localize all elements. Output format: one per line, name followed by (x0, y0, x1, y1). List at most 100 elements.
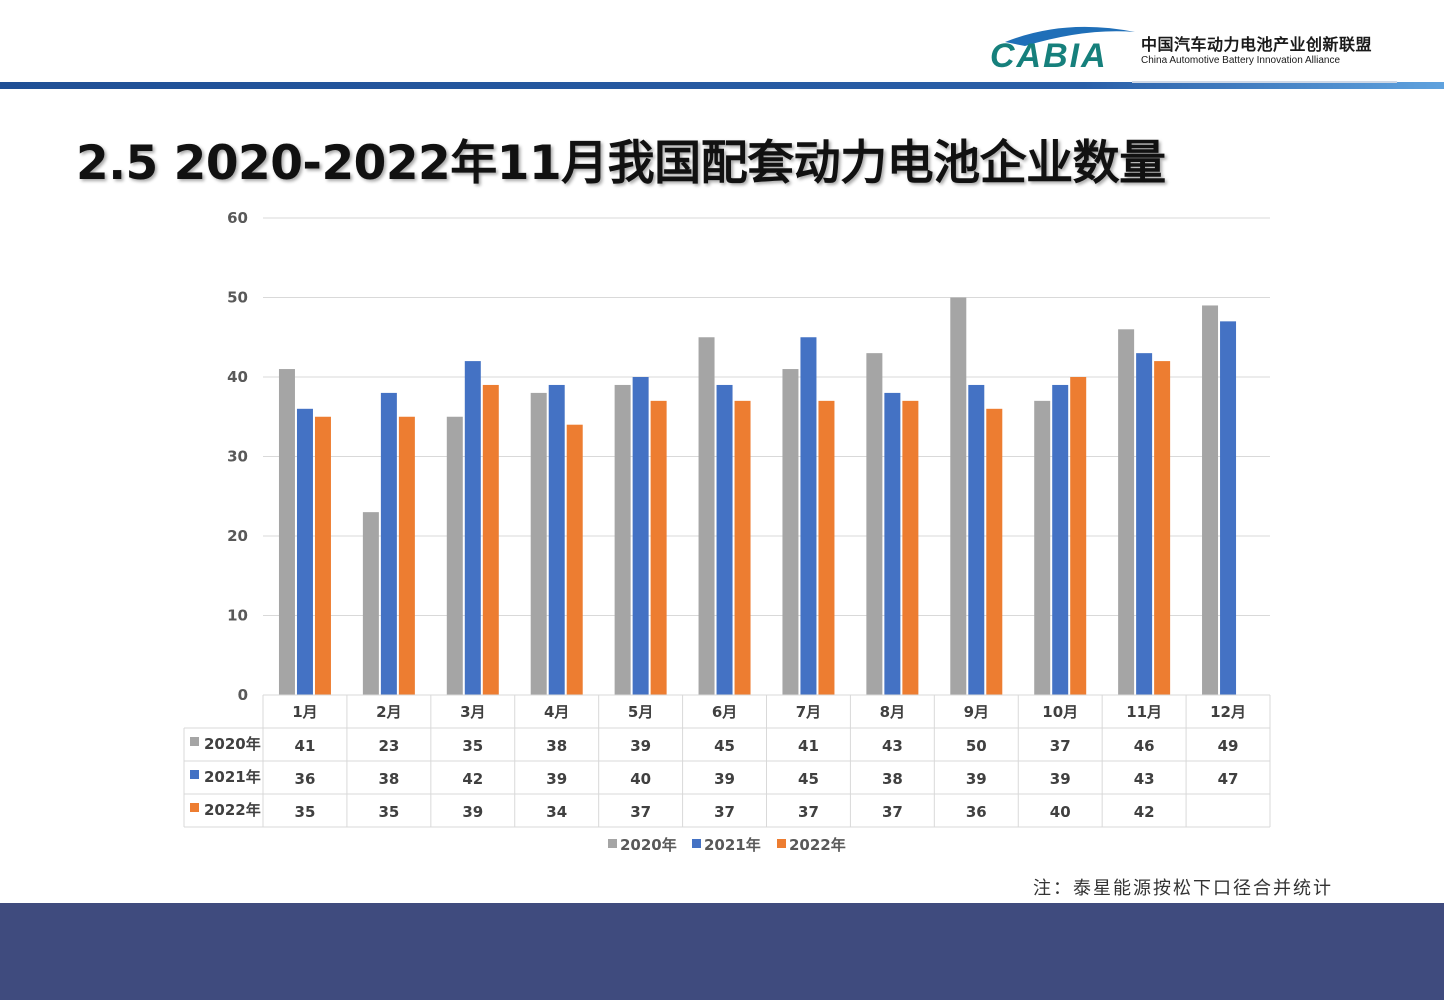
bar (986, 408, 1003, 695)
bar (314, 416, 331, 695)
bar (530, 392, 547, 695)
table-legend-key (190, 737, 199, 746)
bar (362, 512, 379, 695)
bar (902, 400, 919, 695)
bar (1220, 321, 1237, 695)
bar (1070, 377, 1087, 695)
table-series-name: 2021年 (204, 768, 261, 786)
footnote: 注：泰星能源按松下口径合并统计 (1033, 878, 1333, 899)
cabia-logo: CABIA (990, 26, 1135, 75)
table-cell-value: 50 (966, 737, 987, 755)
y-tick-label: 50 (227, 289, 248, 307)
table-series-name: 2020年 (204, 735, 261, 753)
table-cell-value: 39 (966, 770, 987, 788)
bar (632, 377, 649, 695)
legend-key (777, 839, 786, 848)
table-cell-value: 40 (1050, 803, 1071, 821)
table-cell-value: 47 (1218, 770, 1239, 788)
table-cell-value: 39 (1050, 770, 1071, 788)
legend-label: 2021年 (704, 836, 761, 854)
x-tick-label: 4月 (544, 703, 569, 721)
table-cell-value: 34 (546, 803, 567, 821)
y-tick-label: 20 (227, 527, 248, 545)
table-cell-value: 37 (798, 803, 819, 821)
logo-underline (1132, 81, 1397, 83)
table-cell-value: 39 (630, 737, 651, 755)
bar (566, 424, 583, 695)
legend-key (692, 839, 701, 848)
bar (650, 400, 667, 695)
bar (968, 384, 985, 695)
bar (866, 353, 883, 695)
table-cell-value: 43 (1134, 770, 1155, 788)
y-tick-label: 40 (227, 368, 248, 386)
table-series-name: 2022年 (204, 801, 261, 819)
table-cell-value: 38 (378, 770, 399, 788)
bar (950, 297, 967, 695)
bar (1202, 305, 1219, 695)
bar (1034, 400, 1051, 695)
x-tick-label: 9月 (964, 703, 989, 721)
logo-name-cn: 中国汽车动力电池产业创新联盟 (1141, 35, 1373, 54)
table-cell-value: 45 (714, 737, 735, 755)
table-legend-key (190, 770, 199, 779)
bar (884, 392, 901, 695)
table-cell-value: 49 (1218, 737, 1239, 755)
table-cell-value: 38 (882, 770, 903, 788)
bar (698, 337, 715, 695)
header-bar (0, 82, 1444, 89)
y-tick-label: 30 (227, 448, 248, 466)
page-title: 2.5 2020-2022年11月我国配套动力电池企业数量 (76, 136, 1166, 191)
bar (548, 384, 565, 695)
bar (614, 384, 631, 695)
legend-label: 2020年 (620, 836, 677, 854)
table-cell-value: 23 (378, 737, 399, 755)
table-cell-value: 35 (462, 737, 483, 755)
bar (398, 416, 415, 695)
table-cell-value: 37 (630, 803, 651, 821)
logo-swoosh (1005, 26, 1135, 46)
bar (1052, 384, 1069, 695)
table-cell-value: 40 (630, 770, 651, 788)
table-cell-value: 37 (882, 803, 903, 821)
x-tick-label: 5月 (628, 703, 653, 721)
table-cell-value: 37 (1050, 737, 1071, 755)
logo-mark: CABIA (990, 37, 1108, 75)
x-tick-label: 3月 (460, 703, 485, 721)
table-cell-value: 46 (1134, 737, 1155, 755)
bar (1154, 361, 1171, 695)
y-tick-label: 60 (227, 209, 248, 227)
table-cell-value: 35 (295, 803, 316, 821)
bar (716, 384, 733, 695)
x-tick-label: 2月 (376, 703, 401, 721)
bar (278, 369, 295, 695)
legend-label: 2022年 (789, 836, 846, 854)
y-tick-label: 10 (227, 607, 248, 625)
table-cell-value: 42 (1134, 803, 1155, 821)
table-cell-value: 39 (714, 770, 735, 788)
footer-bar (0, 903, 1444, 1000)
table-cell-value: 36 (966, 803, 987, 821)
table-cell-value: 35 (378, 803, 399, 821)
table-cell-value: 41 (295, 737, 316, 755)
bar (818, 400, 835, 695)
x-tick-label: 11月 (1126, 703, 1162, 721)
table-cell-value: 37 (714, 803, 735, 821)
table-cell-value: 43 (882, 737, 903, 755)
bar (482, 384, 499, 695)
bar-chart: 0 10 20 30 40 50 60 1月 2月 3月 4月 5月 6月 7月 8月 9月 10月 11月 12月… (183, 209, 1271, 854)
bar (446, 416, 463, 695)
table-cell-value: 38 (546, 737, 567, 755)
x-tick-label: 10月 (1042, 703, 1078, 721)
legend-key (608, 839, 617, 848)
logo-text: 中国汽车动力电池产业创新联盟 China Automotive Battery … (1141, 36, 1441, 67)
x-tick-label: 6月 (712, 703, 737, 721)
bar (1136, 353, 1153, 695)
x-tick-label: 12月 (1210, 703, 1246, 721)
table-cell-value: 45 (798, 770, 819, 788)
bar (380, 392, 397, 695)
x-tick-label: 8月 (880, 703, 905, 721)
logo-name-en: China Automotive Battery Innovation Alli… (1141, 55, 1341, 66)
bar (734, 400, 751, 695)
bar (296, 408, 313, 695)
